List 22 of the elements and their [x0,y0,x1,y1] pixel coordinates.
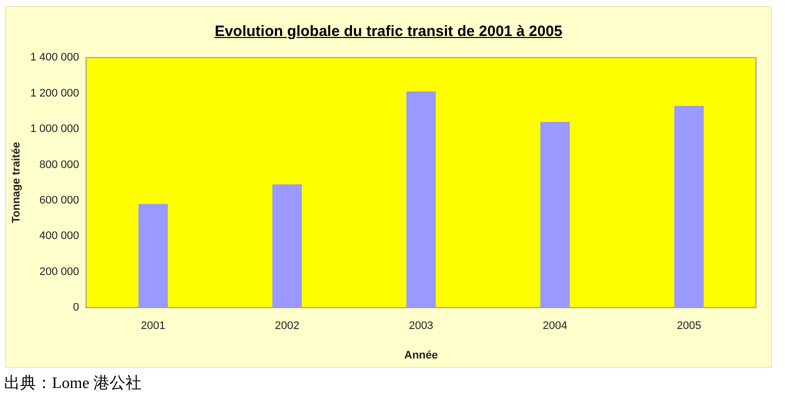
x-tick-label: 2002 [274,320,300,332]
y-tick-label: 1 200 000 [30,87,80,100]
bar [674,106,704,308]
chart-title: Evolution globale du trafic transit de 2001 à 2005 [214,23,564,40]
bar [138,204,168,308]
x-tick-label: 2005 [676,320,702,332]
y-tick-label: 400 000 [39,230,80,242]
y-tick-label: 0 [73,302,80,314]
x-tick-label: 2001 [140,320,166,332]
y-tick-label: 1 000 000 [30,123,80,136]
x-axis-title: Année [404,349,438,362]
source-note: 出典：Lome 港公社 [4,374,142,394]
bar [406,92,436,308]
y-tick-label: 200 000 [39,266,80,278]
bar [272,184,302,308]
y-tick-label: 800 000 [39,158,80,171]
y-tick-label: 1 400 000 [30,52,80,64]
y-tick-label: 600 000 [39,194,80,206]
y-axis-title: Tonnage traitée [10,142,23,224]
bar [540,122,570,308]
x-tick-label: 2003 [408,320,434,332]
x-tick-label: 2004 [542,320,568,332]
